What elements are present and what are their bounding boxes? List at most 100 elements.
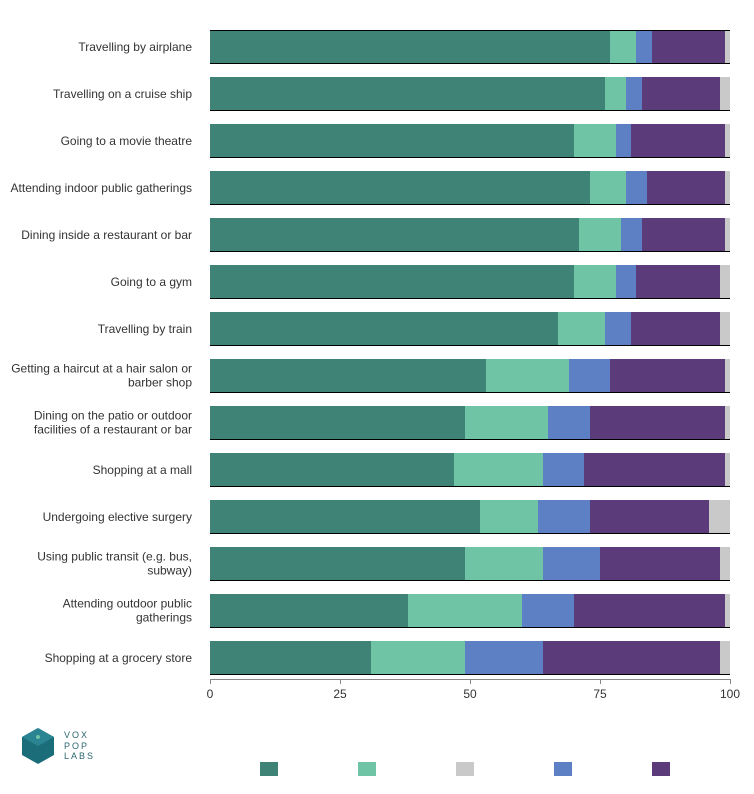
row-label: Going to a gym	[10, 275, 200, 289]
bar-segment	[725, 218, 730, 251]
bar-segment	[574, 265, 616, 298]
x-tick-mark	[470, 679, 471, 684]
legend	[260, 762, 720, 776]
bar-segment	[574, 594, 725, 627]
bar-segment	[642, 218, 725, 251]
bar-segment	[522, 594, 574, 627]
bar-segment	[210, 453, 454, 486]
bar-segment	[725, 453, 730, 486]
row-label: Dining inside a restaurant or bar	[10, 228, 200, 242]
hexagon-icon	[20, 726, 56, 766]
bar-segment	[621, 218, 642, 251]
legend-swatch	[652, 762, 670, 776]
bar-segment	[210, 500, 480, 533]
bar-segment	[548, 406, 590, 439]
x-tick-label: 25	[333, 687, 346, 701]
bar-segment	[647, 171, 725, 204]
row-label: Using public transit (e.g. bus, subway)	[10, 550, 200, 579]
plot-area	[210, 30, 730, 690]
row-label: Shopping at a grocery store	[10, 651, 200, 665]
x-tick-mark	[600, 679, 601, 684]
legend-swatch	[554, 762, 572, 776]
bar-row	[210, 406, 730, 440]
bar-segment	[486, 359, 569, 392]
row-label: Travelling on a cruise ship	[10, 87, 200, 101]
bar-segment	[725, 124, 730, 157]
bar-segment	[210, 547, 465, 580]
bar-segment	[210, 77, 605, 110]
bar-segment	[725, 171, 730, 204]
x-tick-mark	[730, 679, 731, 684]
bar-segment	[465, 406, 548, 439]
row-label: Travelling by train	[10, 322, 200, 336]
row-label: Attending outdoor public gatherings	[10, 597, 200, 626]
legend-swatch	[358, 762, 376, 776]
bar-segment	[210, 406, 465, 439]
bar-segment	[574, 124, 616, 157]
bar-segment	[720, 547, 730, 580]
bar-segment	[558, 312, 605, 345]
bar-segment	[210, 218, 579, 251]
bar-segment	[210, 594, 408, 627]
bar-segment	[590, 500, 710, 533]
bar-segment	[543, 641, 720, 674]
bar-segment	[465, 641, 543, 674]
bar-segment	[725, 31, 730, 63]
row-label: Shopping at a mall	[10, 463, 200, 477]
bar-row	[210, 30, 730, 64]
legend-item	[260, 762, 278, 776]
x-tick-label: 0	[207, 687, 214, 701]
bar-row	[210, 312, 730, 346]
bar-segment	[631, 124, 725, 157]
logo-line-1: VOX	[64, 730, 95, 741]
bar-segment	[631, 312, 719, 345]
x-tick-label: 75	[593, 687, 606, 701]
x-tick-mark	[340, 679, 341, 684]
bar-segment	[371, 641, 465, 674]
legend-item	[652, 762, 670, 776]
bar-segment	[605, 312, 631, 345]
bar-segment	[210, 312, 558, 345]
row-label: Getting a haircut at a hair salon or bar…	[10, 362, 200, 391]
x-tick-mark	[210, 679, 211, 684]
bar-row	[210, 218, 730, 252]
vox-pop-labs-logo: VOX POP LABS	[20, 726, 95, 766]
bar-segment	[408, 594, 522, 627]
bar-segment	[610, 359, 724, 392]
bar-segment	[480, 500, 537, 533]
legend-swatch	[260, 762, 278, 776]
bar-segment	[210, 124, 574, 157]
row-label: Dining on the patio or outdoor facilitie…	[10, 409, 200, 438]
bar-segment	[720, 312, 730, 345]
bar-segment	[725, 406, 730, 439]
row-label: Going to a movie theatre	[10, 134, 200, 148]
bar-segment	[584, 453, 724, 486]
bar-segment	[616, 265, 637, 298]
bar-row	[210, 359, 730, 393]
bar-segment	[210, 359, 486, 392]
x-tick-label: 100	[720, 687, 740, 701]
bar-segment	[725, 594, 730, 627]
bar-segment	[616, 124, 632, 157]
bar-segment	[709, 500, 730, 533]
logo-line-3: LABS	[64, 751, 95, 762]
bar-segment	[210, 265, 574, 298]
bar-row	[210, 124, 730, 158]
bar-row	[210, 641, 730, 675]
legend-item	[456, 762, 474, 776]
bar-row	[210, 265, 730, 299]
logo-line-2: POP	[64, 741, 95, 752]
bar-segment	[720, 641, 730, 674]
bar-segment	[210, 171, 590, 204]
bar-segment	[610, 31, 636, 63]
bar-segment	[543, 547, 600, 580]
bar-segment	[465, 547, 543, 580]
legend-item	[358, 762, 376, 776]
bar-segment	[569, 359, 611, 392]
bar-row	[210, 453, 730, 487]
bar-segment	[590, 171, 626, 204]
bar-segment	[600, 547, 720, 580]
x-axis: 0255075100	[210, 683, 730, 703]
bar-segment	[626, 77, 642, 110]
legend-swatch	[456, 762, 474, 776]
